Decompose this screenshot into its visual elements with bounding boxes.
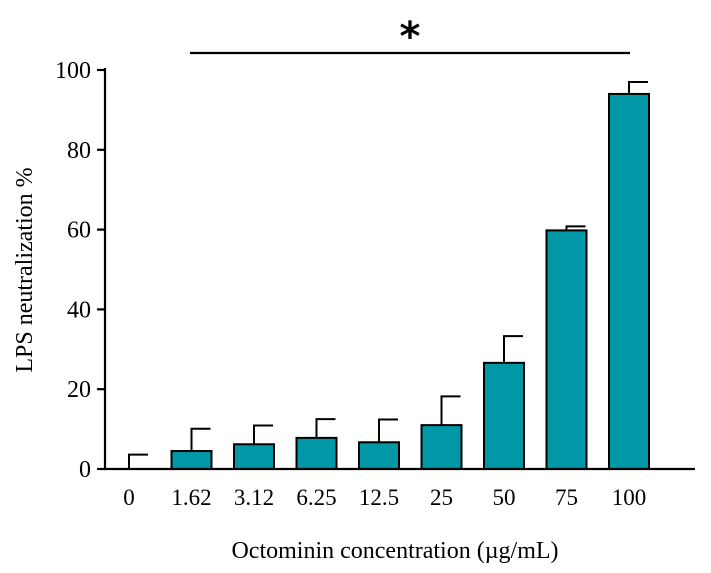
error-bar-3.12 xyxy=(253,424,273,445)
bar-100 xyxy=(608,92,650,470)
y-tick-label-100: 100 xyxy=(55,58,91,84)
error-bar-50 xyxy=(503,335,523,363)
x-tick-label-75: 75 xyxy=(555,485,578,510)
x-tick-label-6.25: 6.25 xyxy=(296,485,336,510)
error-bar-100 xyxy=(628,80,648,94)
bar-3.12 xyxy=(233,443,275,470)
x-tick-label-50: 50 xyxy=(493,485,516,510)
x-tick-label-3.12: 3.12 xyxy=(234,485,274,510)
bar-50 xyxy=(483,361,525,470)
bars-group xyxy=(170,92,650,471)
error-bar-25 xyxy=(440,395,461,426)
x-tick-label-12.5: 12.5 xyxy=(359,485,399,510)
x-tick-label-1.62: 1.62 xyxy=(171,485,211,510)
error-bar-1.62 xyxy=(190,427,211,452)
error-bar-6.25 xyxy=(315,418,336,438)
x-tick-label-0: 0 xyxy=(123,485,135,510)
y-tick-label-0: 0 xyxy=(79,457,91,483)
error-bar-75 xyxy=(565,225,586,231)
y-tick-label-40: 40 xyxy=(67,297,91,323)
bar-6.25 xyxy=(295,436,338,470)
bar-12.5 xyxy=(358,441,400,470)
significance-star: * xyxy=(400,14,421,60)
y-tick-label-20: 20 xyxy=(67,377,91,403)
bar-75 xyxy=(545,229,588,470)
bar-25 xyxy=(420,424,463,470)
x-tick-label-100: 100 xyxy=(612,485,647,510)
y-axis-title: LPS neutralization % xyxy=(12,167,38,372)
x-tick-label-25: 25 xyxy=(430,485,453,510)
y-tick-label-80: 80 xyxy=(67,138,91,164)
error-bar-12.5 xyxy=(378,418,398,443)
y-tick-label-60: 60 xyxy=(67,218,91,244)
bar-1.62 xyxy=(170,450,213,471)
error-bar-0 xyxy=(128,453,148,469)
x-ticks-group: 0 1.62 3.12 6.25 12.5 25 50 75 100 xyxy=(123,485,646,510)
error-bars-group xyxy=(128,80,648,469)
y-ticks-group: 0 20 40 60 80 100 xyxy=(55,58,105,483)
x-axis-title: Octominin concentration (µg/mL) xyxy=(231,538,558,564)
